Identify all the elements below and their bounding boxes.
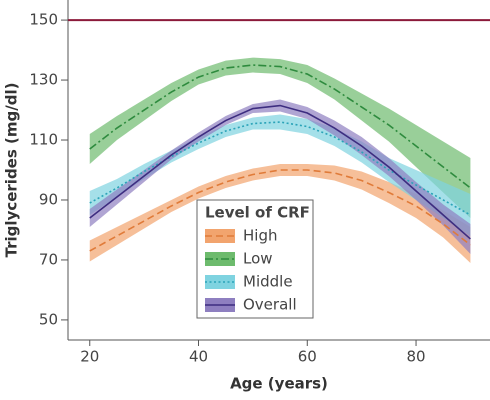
series-line	[89, 64, 471, 189]
x-axis-label: Age (years)	[230, 375, 328, 393]
confidence-band	[89, 99, 471, 254]
x-tick-label: 80	[406, 348, 425, 366]
y-tick-label: 50	[39, 310, 58, 328]
legend: Level of CRF High Low Middle Overall	[196, 199, 314, 319]
y-tick-label: 150	[29, 11, 58, 29]
legend-label: Overall	[243, 296, 297, 314]
confidence-band	[89, 57, 471, 218]
legend-label: Low	[243, 250, 273, 268]
legend-label: High	[243, 227, 277, 245]
y-axis-label: Triglycerides (mg/dl)	[3, 83, 21, 258]
legend-patch	[205, 252, 235, 266]
confidence-band	[89, 164, 471, 263]
x-tick-label: 60	[298, 348, 317, 366]
legend-label: Middle	[243, 273, 293, 291]
x-tick-label: 40	[189, 348, 208, 366]
series-line	[89, 169, 471, 252]
legend-title: Level of CRF	[205, 204, 310, 222]
y-tick-label: 110	[29, 131, 58, 149]
y-tick-label: 90	[39, 190, 58, 208]
series-line	[89, 104, 471, 240]
y-tick-label: 70	[39, 250, 58, 268]
x-tick-label: 20	[80, 348, 99, 366]
y-tick-label: 130	[29, 71, 58, 89]
series-line	[89, 121, 471, 216]
